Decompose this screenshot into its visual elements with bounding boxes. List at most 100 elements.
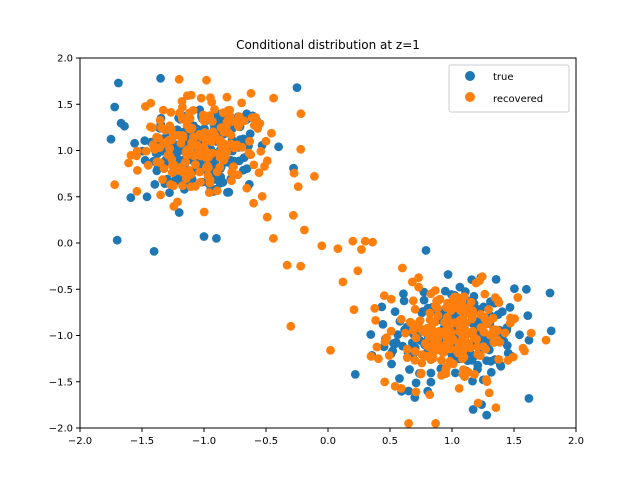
points-layer: [106, 73, 556, 428]
y-tick-label: 0.5: [57, 192, 73, 203]
point-recovered: [470, 370, 479, 379]
point-recovered: [477, 272, 487, 281]
point-true: [199, 232, 209, 241]
point-recovered: [484, 305, 493, 314]
point-recovered: [407, 277, 417, 287]
y-tick-label: −2.0: [49, 424, 73, 435]
point-recovered: [191, 160, 200, 169]
point-true: [443, 270, 453, 279]
point-recovered: [242, 183, 252, 193]
point-true: [404, 386, 413, 396]
point-recovered: [508, 352, 518, 362]
point-recovered: [133, 166, 142, 175]
point-recovered: [408, 296, 418, 306]
legend-box: [448, 64, 570, 113]
point-recovered: [417, 358, 427, 368]
point-recovered: [199, 207, 209, 217]
point-recovered: [237, 98, 247, 108]
point-true: [106, 134, 116, 144]
point-recovered: [468, 326, 478, 336]
point-recovered: [433, 342, 442, 352]
point-recovered: [262, 212, 272, 222]
x-tick-label: −2.0: [68, 436, 92, 447]
series-recovered: [110, 74, 551, 428]
y-axis: −2.0 −1.5 −1.0 −0.5 0.0 0.5 1.0 1.5 2.0: [49, 54, 80, 435]
point-recovered: [333, 244, 343, 254]
point-recovered: [199, 116, 209, 126]
point-recovered: [110, 180, 120, 190]
point-true: [421, 246, 431, 255]
point-true: [491, 275, 501, 284]
point-recovered: [414, 282, 423, 292]
point-recovered: [159, 164, 169, 174]
point-recovered: [227, 176, 236, 186]
point-recovered: [380, 337, 390, 347]
y-tick-label: 1.5: [57, 100, 73, 111]
point-recovered: [148, 123, 157, 132]
point-true: [274, 142, 283, 152]
point-recovered: [401, 328, 410, 338]
point-true: [510, 284, 519, 294]
point-true: [142, 192, 152, 202]
point-recovered: [219, 127, 229, 137]
point-true: [387, 359, 396, 369]
point-true: [224, 187, 234, 197]
point-recovered: [410, 355, 420, 365]
point-recovered: [208, 127, 218, 137]
point-recovered: [409, 326, 418, 335]
point-recovered: [195, 167, 205, 177]
point-true: [165, 188, 174, 198]
point-recovered: [186, 143, 196, 152]
point-recovered: [448, 359, 458, 369]
point-recovered: [189, 132, 199, 142]
point-recovered: [473, 398, 483, 408]
point-recovered: [368, 237, 377, 247]
point-recovered: [206, 93, 215, 103]
point-recovered: [218, 145, 228, 155]
point-recovered: [510, 314, 519, 324]
point-recovered: [126, 150, 136, 160]
point-true: [350, 370, 360, 379]
point-true: [524, 335, 534, 345]
legend-label-recovered: recovered: [493, 94, 543, 105]
point-true: [426, 368, 436, 378]
point-true: [468, 376, 477, 386]
point-recovered: [225, 105, 235, 115]
point-recovered: [257, 192, 267, 201]
point-true: [174, 208, 184, 217]
point-recovered: [384, 351, 394, 360]
point-true: [245, 129, 255, 139]
point-recovered: [473, 349, 482, 359]
point-recovered: [156, 190, 166, 200]
point-recovered: [405, 317, 415, 327]
point-recovered: [374, 354, 383, 364]
point-recovered: [459, 365, 468, 375]
point-true: [120, 121, 129, 131]
point-recovered: [158, 175, 168, 184]
point-recovered: [366, 352, 376, 361]
point-recovered: [189, 151, 199, 161]
point-recovered: [479, 327, 489, 337]
point-recovered: [155, 115, 165, 125]
point-recovered: [204, 188, 214, 198]
point-recovered: [207, 137, 216, 147]
x-tick-label: −0.5: [254, 436, 278, 447]
point-recovered: [169, 202, 179, 211]
point-recovered: [396, 384, 406, 393]
point-true: [515, 330, 524, 340]
point-recovered: [398, 263, 407, 273]
point-recovered: [154, 133, 164, 143]
point-recovered: [249, 160, 259, 170]
point-recovered: [379, 291, 389, 301]
point-true: [218, 177, 228, 187]
legend-marker-true: [465, 71, 475, 81]
point-true: [455, 282, 465, 292]
point-recovered: [422, 341, 432, 351]
point-recovered: [520, 346, 529, 356]
chart-title: Conditional distribution at z=1: [236, 38, 420, 52]
point-recovered: [188, 106, 198, 115]
point-recovered: [300, 225, 309, 235]
point-recovered: [167, 154, 177, 164]
point-recovered: [353, 266, 363, 276]
